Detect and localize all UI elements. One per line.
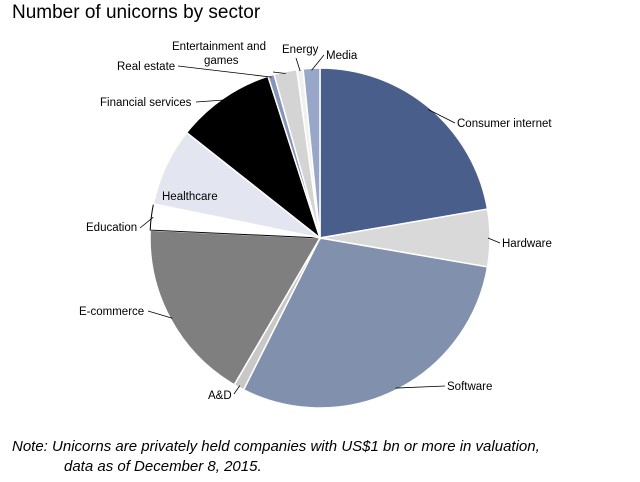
leader-line-software <box>395 385 446 389</box>
leader-line-consumer-internet <box>428 109 456 124</box>
slice-label-financial-services: Financial services <box>100 97 192 109</box>
leader-line-entertainment-and-games <box>272 71 286 74</box>
slice-label-media: Media <box>326 50 358 62</box>
slice-label-software: Software <box>447 381 492 393</box>
slice-label-consumer-internet: Consumer internet <box>457 118 552 130</box>
pie-slice-financial-services <box>185 75 322 241</box>
leader-line-hardware <box>487 237 501 244</box>
slice-label-aandd: A&D <box>208 390 232 402</box>
pie-slice-consumer-internet <box>319 67 489 239</box>
pie-slice-e-commerce <box>149 229 322 386</box>
pie-chart: Consumer internet Hardware Software A&D E-co… <box>79 41 552 409</box>
leader-line-e-commerce <box>147 310 173 319</box>
pie-slice-media <box>302 67 321 239</box>
slice-label-e-commerce: E-commerce <box>79 306 144 318</box>
slice-label-entertainment-and-games: Entertainment and games <box>172 41 266 67</box>
slice-label-hardware: Hardware <box>502 238 552 250</box>
leader-line-energy <box>295 57 301 72</box>
leader-line-education <box>139 216 154 229</box>
slice-label-energy: Energy <box>282 44 319 56</box>
slice-label-education: Education <box>86 222 137 234</box>
note-line-2: data as of December 8, 2015. <box>64 458 262 475</box>
leader-line-real-estate <box>177 65 272 78</box>
leader-line-media <box>311 54 325 71</box>
leader-line-aandd <box>233 385 241 395</box>
pie-slice-software <box>242 237 489 409</box>
note-line-1: Note: Unicorns are privately held compan… <box>12 438 540 455</box>
leader-line-financial-services <box>195 99 225 103</box>
chart-note: Note: Unicorns are privately held compan… <box>12 437 540 477</box>
chart-title: Number of unicorns by sector <box>12 2 261 23</box>
slice-label-real-estate: Real estate <box>117 61 175 73</box>
slice-label-healthcare: Healthcare <box>162 191 218 203</box>
